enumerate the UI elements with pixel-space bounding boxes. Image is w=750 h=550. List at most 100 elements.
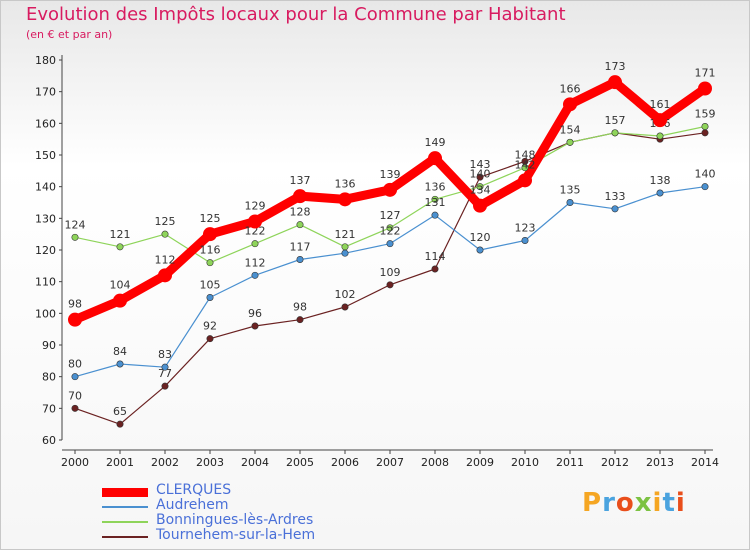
data-point	[701, 183, 709, 191]
data-label: 125	[200, 212, 221, 225]
data-point	[476, 173, 484, 181]
x-tick-label: 2012	[601, 456, 629, 469]
logo-letter: o	[615, 488, 635, 518]
data-label: 114	[425, 250, 446, 263]
x-tick-label: 2003	[196, 456, 224, 469]
legend-label: Audrehem	[156, 497, 229, 513]
data-point	[386, 224, 394, 232]
y-tick-label: 110	[35, 276, 56, 289]
data-label: 161	[650, 98, 671, 111]
legend-label: CLERQUES	[156, 482, 232, 498]
data-point	[521, 164, 529, 172]
proxiti-logo[interactable]: Proxiti	[582, 488, 686, 518]
data-point	[206, 293, 214, 301]
logo-letter: i	[675, 488, 686, 518]
x-tick-label: 2007	[376, 456, 404, 469]
data-point	[338, 192, 352, 207]
data-label: 149	[425, 136, 446, 149]
legend-item-audrehem[interactable]: Audrehem	[98, 497, 418, 514]
data-label: 122	[380, 225, 401, 238]
logo-letter: x	[634, 488, 653, 518]
data-label: 125	[155, 215, 176, 228]
legend-item-tournehem[interactable]: Tournehem-sur-la-Hem	[98, 527, 418, 544]
data-point	[161, 363, 169, 371]
data-label: 171	[695, 67, 716, 80]
data-point	[116, 420, 124, 428]
data-point	[611, 205, 619, 213]
data-label: 84	[113, 345, 127, 358]
x-tick-label: 2006	[331, 456, 359, 469]
data-point	[161, 230, 169, 238]
legend-swatch	[102, 488, 148, 497]
data-label: 98	[293, 301, 307, 314]
data-point	[386, 281, 394, 289]
x-tick-label: 2010	[511, 456, 539, 469]
data-label: 157	[605, 114, 626, 127]
data-label: 65	[113, 405, 127, 418]
data-point	[563, 97, 577, 112]
data-label: 143	[470, 158, 491, 171]
legend-swatch	[102, 521, 148, 523]
y-tick-label: 80	[42, 371, 56, 384]
data-point	[698, 81, 712, 96]
legend-item-clerques[interactable]: CLERQUES	[98, 482, 418, 499]
data-label: 112	[245, 256, 266, 269]
legend-item-bonningues[interactable]: Bonningues-lès-Ardres	[98, 512, 418, 529]
y-tick-label: 140	[35, 181, 56, 194]
data-label: 124	[65, 218, 86, 231]
data-label: 138	[650, 174, 671, 187]
y-tick-label: 150	[35, 149, 56, 162]
y-tick-label: 90	[42, 339, 56, 352]
data-point	[611, 129, 619, 137]
y-tick-label: 70	[42, 402, 56, 415]
data-label: 109	[380, 266, 401, 279]
logo-letter: r	[602, 488, 616, 518]
data-point	[293, 189, 307, 204]
data-point	[431, 195, 439, 203]
data-point	[341, 303, 349, 311]
data-point	[251, 271, 259, 279]
y-tick-label: 160	[35, 117, 56, 130]
data-point	[473, 198, 487, 213]
data-point	[251, 322, 259, 330]
data-label: 154	[560, 123, 581, 136]
logo-letter: t	[662, 488, 676, 518]
data-point	[296, 316, 304, 324]
data-point	[203, 227, 217, 242]
data-point	[428, 151, 442, 166]
data-label: 127	[380, 209, 401, 222]
data-point	[701, 123, 709, 131]
data-label: 122	[245, 225, 266, 238]
data-label: 173	[605, 60, 626, 73]
x-tick-label: 2009	[466, 456, 494, 469]
y-tick-label: 170	[35, 86, 56, 99]
legend: CLERQUES Audrehem Bonningues-lès-Ardres …	[98, 482, 418, 544]
y-tick-label: 100	[35, 307, 56, 320]
data-label: 117	[290, 241, 311, 254]
legend-swatch	[102, 506, 148, 508]
data-point	[656, 189, 664, 197]
data-label: 96	[248, 307, 262, 320]
data-point	[653, 113, 667, 128]
logo-letter: i	[652, 488, 663, 518]
data-label: 142	[515, 158, 536, 171]
data-point	[296, 255, 304, 263]
data-label: 139	[380, 168, 401, 181]
data-point	[113, 293, 127, 308]
data-point	[521, 237, 529, 245]
x-tick-label: 2013	[646, 456, 674, 469]
data-point	[71, 233, 79, 241]
x-tick-label: 2000	[61, 456, 89, 469]
chart-subtitle: (en € et par an)	[26, 28, 113, 41]
data-point	[431, 265, 439, 273]
legend-swatch	[102, 536, 148, 538]
data-label: 128	[290, 206, 311, 219]
data-label: 159	[695, 108, 716, 121]
data-point	[296, 221, 304, 229]
x-tick-label: 2001	[106, 456, 134, 469]
data-label: 166	[560, 82, 581, 95]
data-label: 80	[68, 358, 82, 371]
data-point	[158, 268, 172, 283]
data-point	[116, 360, 124, 368]
